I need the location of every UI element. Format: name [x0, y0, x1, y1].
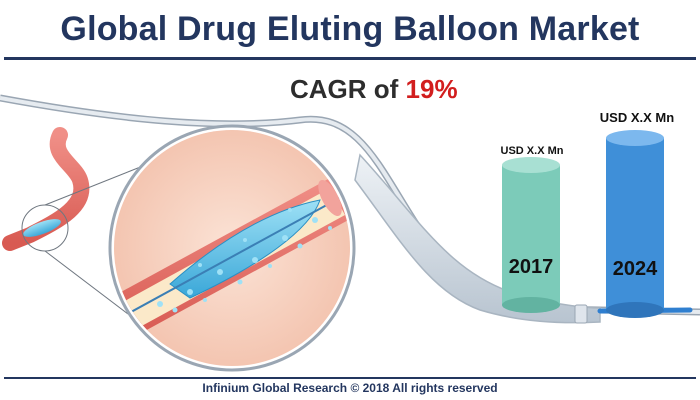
cagr-value: 19%: [405, 74, 458, 104]
year-2017: 2017: [508, 256, 554, 278]
footer-copyright: Infinium Global Research © 2018 All righ…: [202, 381, 498, 395]
cylinder-2017: [502, 157, 560, 313]
balloon-catheter-illustration: [0, 94, 700, 372]
bar-2024-label: USD X.X Mn: [599, 110, 675, 125]
cagr-prefix: CAGR of: [290, 74, 406, 104]
title-divider: [4, 57, 696, 60]
page-title: Global Drug Eluting Balloon Market: [60, 10, 640, 48]
cylinder-2024: [606, 130, 664, 318]
year-2024: 2024: [612, 258, 658, 280]
cagr-text: CAGR of 19%: [290, 74, 458, 105]
catheter-sleeve: [354, 153, 601, 324]
footer-divider: [4, 377, 696, 379]
bar-2017-label: USD X.X Mn: [500, 145, 564, 157]
